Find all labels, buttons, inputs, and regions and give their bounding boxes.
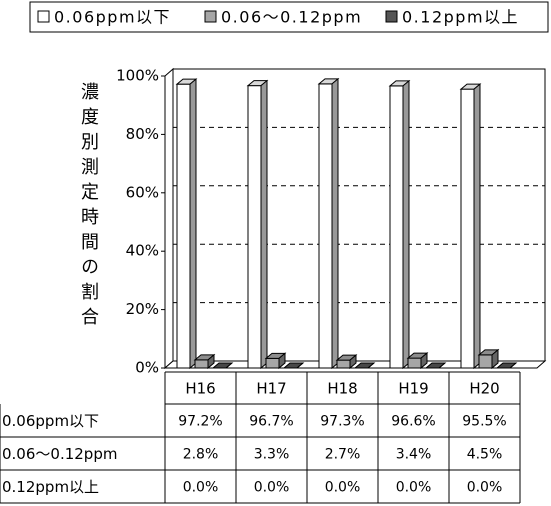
bar-face <box>420 352 428 370</box>
bar-face <box>491 348 499 370</box>
bar-face <box>438 362 446 369</box>
bar-face <box>194 359 209 369</box>
x-tick-label: H20 <box>469 380 499 398</box>
bar <box>406 352 429 370</box>
bar-face <box>389 85 404 369</box>
table-cell: 97.2% <box>178 414 222 430</box>
y-tick-label: 40% <box>126 242 159 260</box>
table-cell: 0.0% <box>467 480 503 496</box>
table-cell: 0.0% <box>183 480 219 496</box>
bar <box>264 352 287 370</box>
table-cell: 96.6% <box>391 414 435 430</box>
bar <box>211 362 234 369</box>
bar-face <box>478 354 493 369</box>
bar-face <box>207 353 215 370</box>
bar <box>282 362 305 369</box>
bar <box>246 79 269 370</box>
bar-face <box>349 354 357 370</box>
bar-face <box>260 79 268 370</box>
bar <box>335 354 358 370</box>
table-cell: 4.5% <box>467 447 503 463</box>
table-cell: 97.3% <box>320 414 364 430</box>
bar <box>388 79 411 370</box>
legend-label: 0.06～0.12ppm <box>221 8 362 27</box>
x-tick-label: H17 <box>256 380 286 398</box>
legend-box <box>29 1 549 33</box>
bar-face <box>509 362 517 369</box>
legend-swatch <box>385 10 398 23</box>
bar <box>175 78 198 370</box>
back-wall <box>172 68 546 362</box>
bar <box>477 348 500 370</box>
bar-face <box>247 85 262 369</box>
legend-swatch <box>204 10 217 23</box>
bar <box>459 83 482 370</box>
bar-face <box>176 83 191 369</box>
y-tick-label: 100% <box>116 67 159 85</box>
table-row-label: 0.06ppm以下 <box>2 412 99 430</box>
legend-label: 0.06ppm以下 <box>54 8 171 27</box>
y-axis-label: 濃度別測定時間の割合 <box>78 82 99 332</box>
bar-face <box>189 78 197 370</box>
bar <box>424 362 447 369</box>
table-cell: 96.7% <box>249 414 293 430</box>
bar <box>193 353 216 370</box>
bar-face <box>367 362 375 369</box>
table-row-label: 0.06～0.12ppm <box>2 445 117 463</box>
table-cell: 3.3% <box>254 447 290 463</box>
table-cell: 0.0% <box>396 480 432 496</box>
bar <box>495 362 518 369</box>
side-wall <box>164 67 174 370</box>
table-cell: 2.8% <box>183 447 219 463</box>
legend-swatch <box>37 10 50 23</box>
x-tick-label: H16 <box>185 380 215 398</box>
bar-face <box>331 77 339 370</box>
bar-face <box>278 352 286 370</box>
bar-face <box>336 359 351 369</box>
table-cell: 0.0% <box>325 480 361 496</box>
bar-face <box>296 362 304 369</box>
x-tick-label: H19 <box>398 380 428 398</box>
bar-face <box>225 362 233 369</box>
y-tick-label: 60% <box>126 183 159 201</box>
table-cell: 0.0% <box>254 480 290 496</box>
y-tick-label: 20% <box>126 300 159 318</box>
table-cell: 95.5% <box>462 414 506 430</box>
x-tick-label: H18 <box>327 380 357 398</box>
bar-face <box>265 357 280 369</box>
y-tick-label: 80% <box>126 125 159 143</box>
table-cell: 3.4% <box>396 447 432 463</box>
bar-face <box>460 88 475 369</box>
table-row-label: 0.12ppm以上 <box>2 478 99 496</box>
bar-face <box>473 83 481 370</box>
y-tick-label: 0% <box>135 359 159 377</box>
bar <box>353 362 376 369</box>
bar-face <box>407 357 422 369</box>
bar-face <box>318 83 333 369</box>
table-cell: 2.7% <box>325 447 361 463</box>
bar <box>317 77 340 370</box>
legend-label: 0.12ppm以上 <box>402 8 519 27</box>
bar-face <box>402 79 410 370</box>
